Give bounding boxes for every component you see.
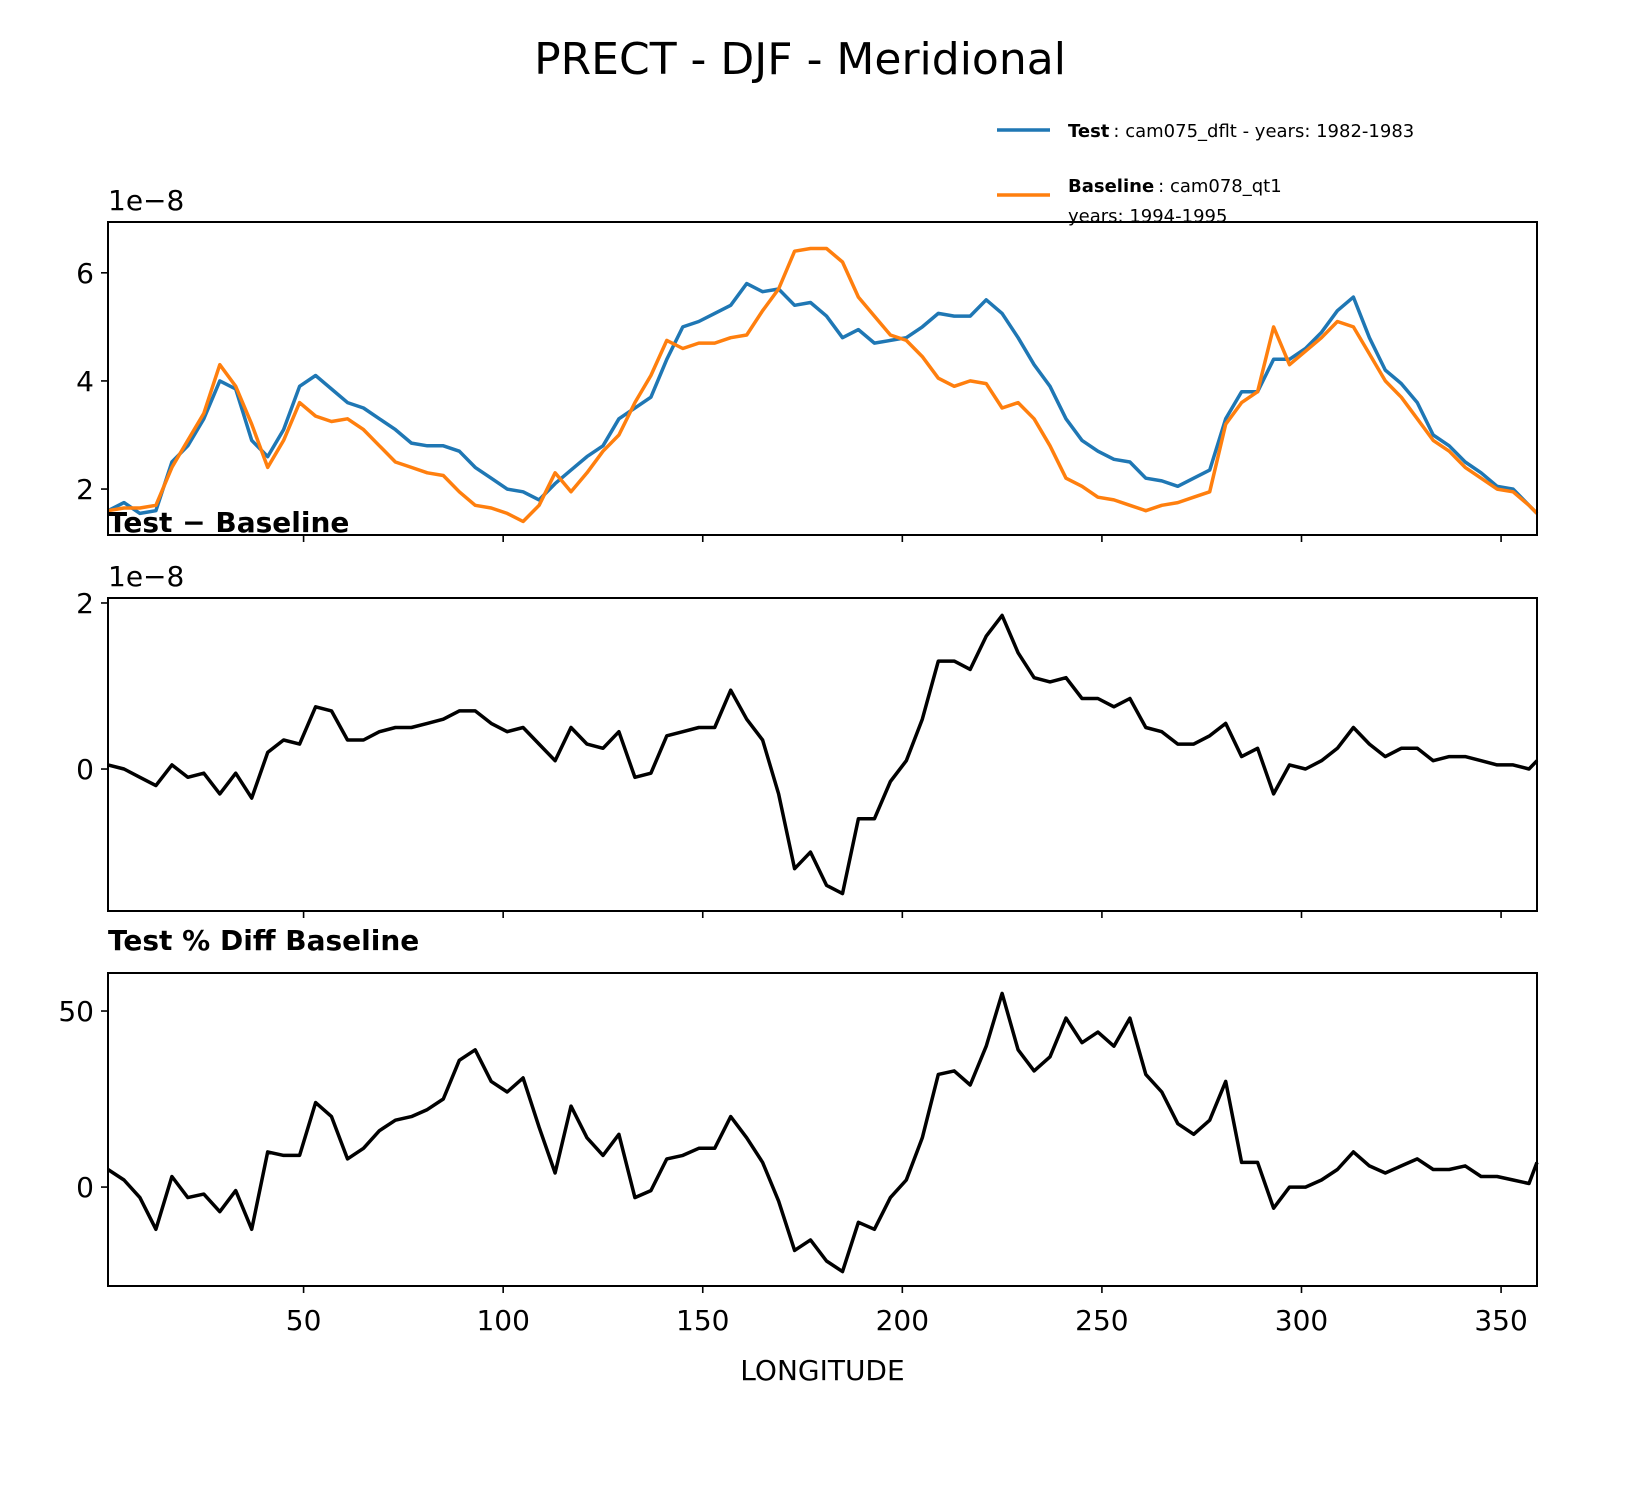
x-tick-label: 350 (1474, 1304, 1527, 1337)
data-line (107, 246, 1539, 524)
legend-description: : cam078_qt1 (1158, 176, 1282, 197)
y-tick-label: 0 (76, 1171, 94, 1204)
legend-name: Baseline (1068, 176, 1154, 197)
plot-frame (107, 221, 1538, 536)
x-tick-label: 50 (286, 1304, 322, 1337)
y-tick-label: 0 (76, 753, 94, 786)
plot-frame (107, 597, 1538, 912)
legend-name: Test (1068, 121, 1110, 142)
legend-label: years: 1994-1995 (1068, 206, 1227, 227)
data-line (107, 281, 1539, 516)
x-tick-label: 250 (1075, 1304, 1128, 1337)
x-tick-label: 300 (1275, 1304, 1328, 1337)
data-line (107, 991, 1539, 1274)
data-line (107, 613, 1539, 896)
y-tick-label: 50 (58, 995, 94, 1028)
offset-label: 1e−8 (108, 560, 184, 593)
figure-title: PRECT - DJF - Meridional (534, 34, 1066, 85)
x-tick-label: 100 (476, 1304, 529, 1337)
legend-label: Test: cam075_dflt - years: 1982-1983 (1068, 121, 1414, 142)
y-tick-label: 4 (76, 365, 94, 398)
legend-label: Baseline: cam078_qt1 (1068, 176, 1282, 197)
y-tick-label: 6 (76, 257, 94, 290)
y-tick-label: 2 (76, 473, 94, 506)
plot-frame (107, 972, 1538, 1287)
offset-label: 1e−8 (108, 184, 184, 217)
panel-title: Test % Diff Baseline (108, 924, 419, 957)
x-tick-label: 200 (876, 1304, 929, 1337)
x-axis-label: LONGITUDE (740, 1354, 904, 1387)
x-tick-label: 150 (676, 1304, 729, 1337)
y-tick-label: 2 (76, 587, 94, 620)
panel-title: Test − Baseline (108, 506, 349, 539)
legend-description: : cam075_dflt - years: 1982-1983 (1113, 121, 1414, 142)
